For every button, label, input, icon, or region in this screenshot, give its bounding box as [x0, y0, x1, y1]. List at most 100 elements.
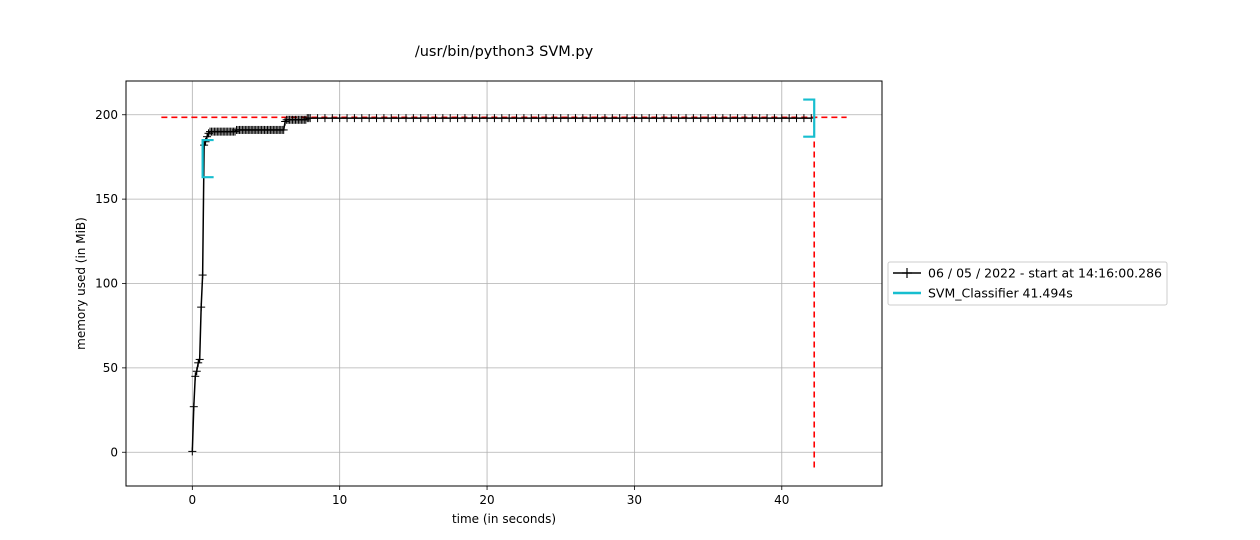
memory-point: [534, 114, 543, 123]
memory-series-line: [191, 117, 812, 452]
memory-point: [637, 114, 646, 123]
memory-point: [387, 114, 396, 123]
memory-point: [682, 114, 690, 123]
memory-point: [645, 114, 654, 123]
memory-point: [549, 114, 558, 123]
memory-point: [320, 114, 329, 123]
grid-layer: [126, 81, 882, 486]
memory-point: [460, 114, 469, 123]
memory-point: [586, 114, 595, 123]
memory-point: [799, 114, 808, 123]
memory-point: [453, 114, 462, 123]
memory-point: [527, 114, 536, 123]
memory-point: [402, 114, 410, 123]
memory-point: [770, 114, 779, 123]
memory-point: [343, 114, 352, 123]
memory-point: [335, 114, 344, 123]
memory-point: [424, 114, 433, 123]
memory-point: [748, 114, 757, 123]
memory-point: [191, 372, 200, 381]
memory-point: [593, 114, 602, 123]
memory-point: [623, 114, 632, 123]
memory-point: [505, 114, 514, 123]
memory-point: [409, 114, 418, 123]
y-tick-label: 0: [110, 445, 118, 459]
memory-point: [674, 114, 683, 123]
memory-point: [755, 114, 764, 123]
memory-point: [306, 114, 315, 123]
memory-point: [195, 355, 204, 364]
memory-point: [659, 114, 668, 123]
memory-point: [733, 114, 742, 123]
memory-point: [497, 114, 506, 123]
memory-point: [763, 114, 772, 123]
memory-point: [416, 114, 425, 123]
memory-point: [328, 114, 337, 123]
memory-point: [192, 367, 201, 376]
memory-point: [519, 114, 528, 123]
x-tick-label: 30: [627, 493, 642, 507]
legend-box: [887, 261, 1168, 306]
memory-point: [468, 114, 477, 123]
memory-point: [777, 114, 786, 123]
memory-point: [696, 114, 705, 123]
y-tick-label: 200: [95, 108, 118, 122]
x-axis-label: time (in seconds): [452, 512, 556, 526]
memory-point: [313, 114, 322, 123]
memory-point: [194, 358, 203, 367]
memory-point: [198, 271, 207, 280]
memory-point: [785, 114, 794, 123]
memory-point: [740, 114, 749, 123]
x-tick-label: 0: [188, 493, 196, 507]
memory-point: [189, 402, 198, 411]
memory-point: [350, 114, 359, 123]
memory-point: [197, 303, 206, 312]
memory-point: [667, 114, 676, 123]
tick-layer: 0 10 20 30 40 0 50 100 150 200: [95, 108, 789, 507]
memory-point: [564, 114, 573, 123]
y-tick-label: 150: [95, 192, 118, 206]
y-tick-label: 50: [103, 361, 118, 375]
memory-point: [438, 114, 447, 123]
x-tick-label: 40: [774, 493, 789, 507]
memory-point: [578, 114, 587, 123]
series-layer: [188, 98, 816, 456]
svm-bracket-end: [803, 98, 816, 138]
max-marker-layer: [161, 116, 847, 468]
chart-title: /usr/bin/python3 SVM.py: [415, 44, 594, 60]
memory-point: [608, 114, 617, 123]
memory-point: [394, 114, 403, 123]
memory-point: [711, 114, 720, 123]
memory-point: [365, 114, 374, 123]
memory-point: [200, 141, 209, 150]
memory-point: [652, 114, 661, 123]
memory-point: [357, 114, 366, 123]
memory-point: [718, 114, 727, 123]
legend-label-svm: SVM_Classifier 41.494s: [928, 286, 1073, 301]
memory-point: [279, 125, 288, 134]
memory-point: [726, 114, 735, 123]
y-axis-label: memory used (in MiB): [74, 217, 88, 350]
memory-point: [556, 114, 565, 123]
memory-point: [475, 114, 484, 123]
memory-point: [792, 114, 801, 123]
memory-point: [542, 114, 550, 123]
x-tick-label: 10: [332, 493, 347, 507]
svm-bracket-start: [201, 138, 214, 179]
legend-label-memory: 06 / 05 / 2022 - start at 14:16:00.286: [928, 266, 1162, 281]
memory-point: [571, 114, 580, 123]
memory-point: [188, 447, 197, 456]
memory-point: [615, 114, 624, 123]
memory-point: [379, 114, 388, 123]
memory-point: [689, 114, 698, 123]
memory-point: [512, 114, 521, 123]
y-tick-label: 100: [95, 277, 118, 291]
memory-point: [372, 114, 381, 123]
memory-point: [431, 114, 440, 123]
memory-point: [483, 114, 492, 123]
legend: 06 / 05 / 2022 - start at 14:16:00.286 S…: [887, 261, 1168, 306]
memory-point: [600, 114, 609, 123]
memory-point: [490, 114, 499, 123]
x-tick-label: 20: [479, 493, 494, 507]
